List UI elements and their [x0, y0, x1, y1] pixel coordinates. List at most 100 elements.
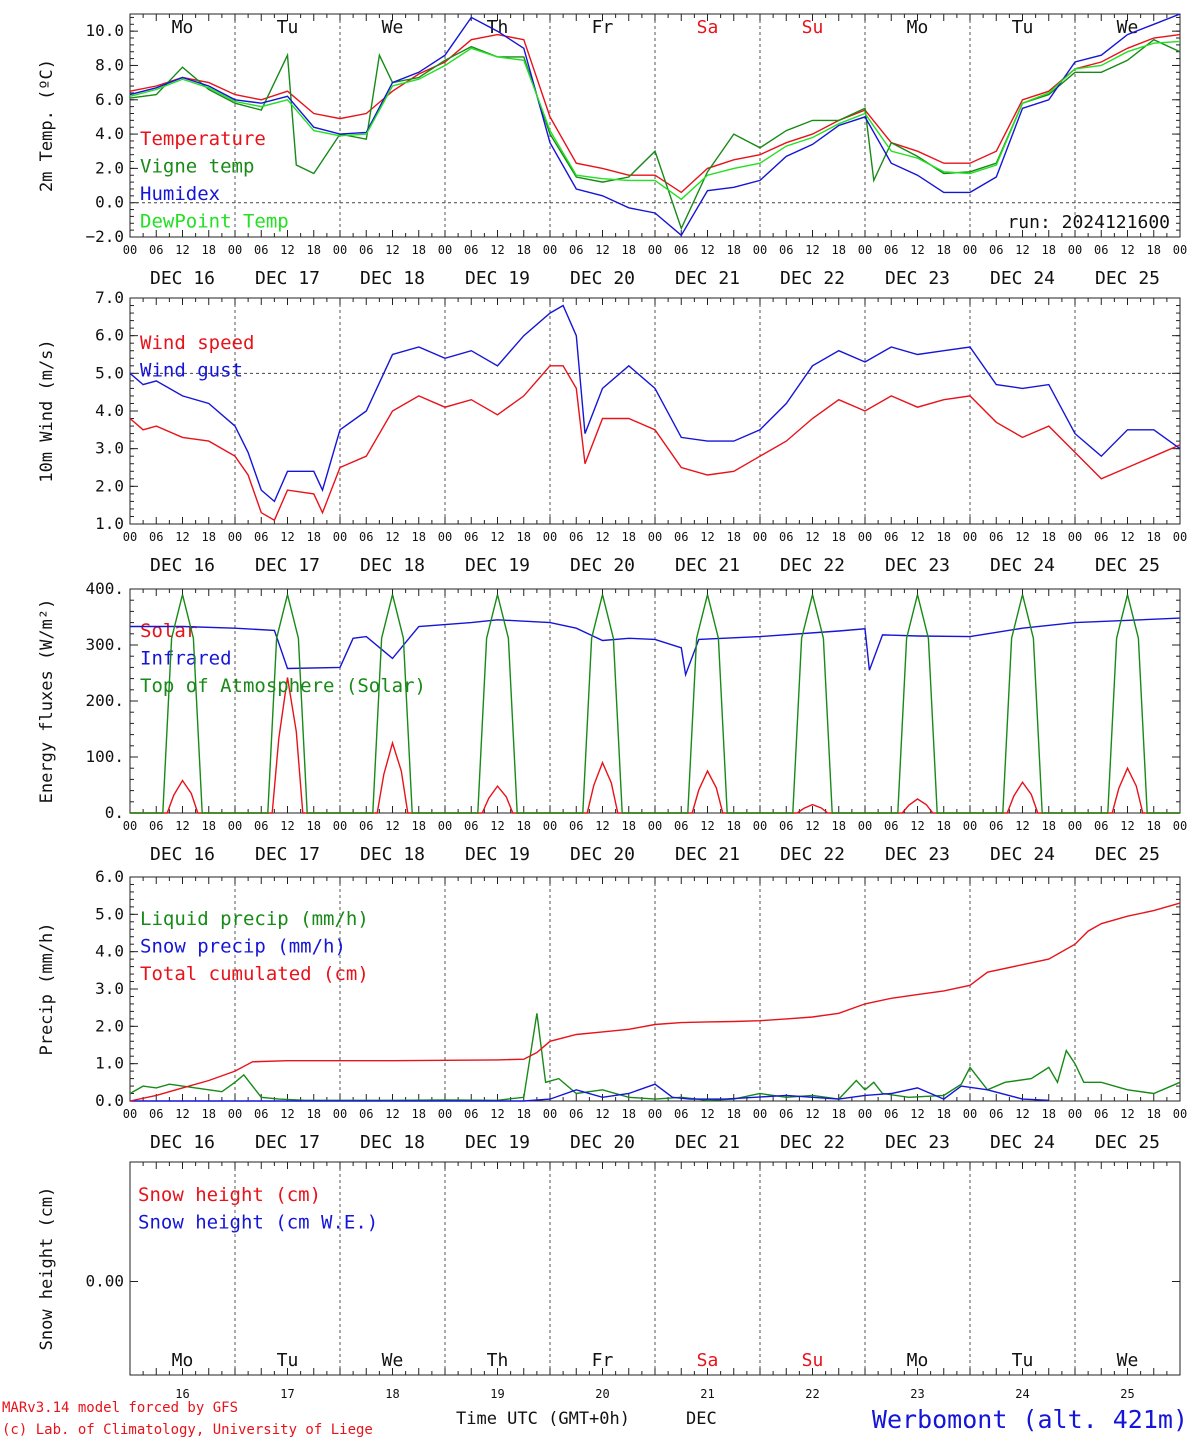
weekday-label: Fr: [592, 17, 614, 38]
y-tick-label: 7.0: [95, 288, 124, 307]
hour-tick-label: 00: [1173, 1107, 1187, 1121]
y-tick-label: 0.0: [95, 193, 124, 212]
panel-precip: 0.0 1.0 2.0 3.0 4.0 5.0 6.0 Precip (mm/h) 00 06 12…: [37, 867, 1187, 1153]
hour-tick-label: 18: [202, 1107, 216, 1121]
date-label: DEC 25: [1095, 555, 1160, 576]
weekday-label: Mo: [172, 17, 194, 38]
hour-tick-label: 06: [464, 243, 478, 257]
series-line-total-cumulated-cm: [129, 902, 1181, 1102]
hour-tick-label: 18: [727, 1107, 741, 1121]
hour-tick-label: 06: [884, 819, 898, 833]
series-line-liquid-precip-mm-h: [129, 1013, 1181, 1102]
hour-tick-label: 18: [1147, 530, 1161, 544]
weekday-label: Th: [487, 17, 509, 38]
day-number-label: 22: [805, 1387, 819, 1401]
legend-dewpoint-temp: DewPoint Temp: [140, 211, 289, 233]
hour-tick-label: 06: [254, 243, 268, 257]
day-number-label: 24: [1015, 1387, 1029, 1401]
hour-tick-label: 06: [149, 1107, 163, 1121]
hour-tick-label: 00: [753, 243, 767, 257]
legend-humidex: Humidex: [140, 183, 220, 205]
x-axis-label: Time UTC (GMT+0h): [456, 1409, 630, 1429]
day-number-label: 21: [700, 1387, 714, 1401]
y-tick-label: 6.0: [95, 326, 124, 345]
hour-tick-label: 06: [779, 530, 793, 544]
hour-tick-label: 06: [1094, 819, 1108, 833]
hour-tick-label: 06: [674, 530, 688, 544]
hour-tick-label: 00: [438, 530, 452, 544]
hour-tick-label: 12: [910, 243, 924, 257]
weekday-label: Tu: [1012, 17, 1034, 38]
hour-tick-label: 12: [1015, 243, 1029, 257]
hour-tick-label: 00: [1173, 530, 1187, 544]
weekday-label: Mo: [907, 17, 929, 38]
hour-tick-label: 06: [1094, 243, 1108, 257]
hour-tick-label: 00: [858, 1107, 872, 1121]
hour-tick-label: 06: [674, 243, 688, 257]
series-line-wind-gust: [129, 304, 1181, 503]
y-tick-label: 0.: [105, 803, 124, 822]
hour-tick-label: 00: [753, 530, 767, 544]
date-label: DEC 16: [150, 268, 215, 289]
date-label: DEC 21: [675, 555, 740, 576]
hour-tick-label: 06: [884, 243, 898, 257]
hour-tick-label: 12: [490, 243, 504, 257]
hour-tick-label: 12: [700, 530, 714, 544]
hour-tick-label: 06: [1094, 530, 1108, 544]
hour-tick-label: 00: [543, 243, 557, 257]
y-tick-label: 5.0: [95, 904, 124, 923]
hour-tick-label: 00: [1068, 1107, 1082, 1121]
hour-tick-label: 00: [963, 1107, 977, 1121]
hour-tick-label: 06: [779, 1107, 793, 1121]
legend-snow-precip-mm-h: Snow precip (mm/h): [140, 936, 346, 958]
y-tick-label: 0.0: [95, 1091, 124, 1110]
hour-tick-label: 12: [805, 819, 819, 833]
hour-tick-label: 00: [753, 1107, 767, 1121]
date-label: DEC 22: [780, 844, 845, 865]
weekday-label: Mo: [907, 1350, 929, 1371]
hour-tick-label: 00: [1173, 243, 1187, 257]
y-tick-label: 5.0: [95, 363, 124, 382]
hour-tick-label: 06: [989, 819, 1003, 833]
hour-tick-label: 00: [858, 243, 872, 257]
hour-tick-label: 00: [333, 243, 347, 257]
hour-tick-label: 18: [1147, 243, 1161, 257]
hour-tick-label: 12: [1120, 530, 1134, 544]
legend-top-of-atmosphere-solar: Top of Atmosphere (Solar): [140, 675, 426, 697]
hour-tick-label: 06: [464, 1107, 478, 1121]
hour-tick-label: 12: [805, 1107, 819, 1121]
date-label: DEC 17: [255, 844, 320, 865]
hour-tick-label: 06: [569, 1107, 583, 1121]
weekday-label: Th: [487, 1350, 509, 1371]
hour-tick-label: 12: [700, 1107, 714, 1121]
hour-tick-label: 00: [1068, 243, 1082, 257]
hour-tick-label: 12: [385, 1107, 399, 1121]
legend-temperature: Temperature: [140, 128, 266, 150]
hour-tick-label: 18: [307, 530, 321, 544]
day-number-label: 16: [175, 1387, 189, 1401]
hour-tick-label: 06: [989, 1107, 1003, 1121]
hour-tick-label: 12: [1120, 243, 1134, 257]
hour-tick-label: 00: [648, 530, 662, 544]
hour-tick-label: 06: [149, 530, 163, 544]
hour-tick-label: 18: [517, 530, 531, 544]
series-line-temperature: [129, 33, 1181, 194]
hour-tick-label: 12: [490, 819, 504, 833]
day-number-label: 17: [280, 1387, 294, 1401]
date-label: DEC 20: [570, 1132, 635, 1153]
hour-tick-label: 12: [280, 243, 294, 257]
hour-tick-label: 12: [1015, 530, 1029, 544]
y-tick-label: 400.: [85, 579, 124, 598]
weekday-label: Su: [802, 1350, 824, 1371]
hour-tick-label: 00: [1068, 819, 1082, 833]
hour-tick-label: 18: [622, 1107, 636, 1121]
hour-tick-label: 18: [517, 1107, 531, 1121]
hour-tick-label: 18: [412, 530, 426, 544]
series-line-vigne-temp: [129, 38, 1181, 231]
weekday-label: We: [1117, 1350, 1139, 1371]
weekday-label: Tu: [277, 1350, 299, 1371]
hour-tick-label: 06: [989, 243, 1003, 257]
day-number-label: 19: [490, 1387, 504, 1401]
date-label: DEC 19: [465, 1132, 530, 1153]
y-tick-label: 100.: [85, 747, 124, 766]
